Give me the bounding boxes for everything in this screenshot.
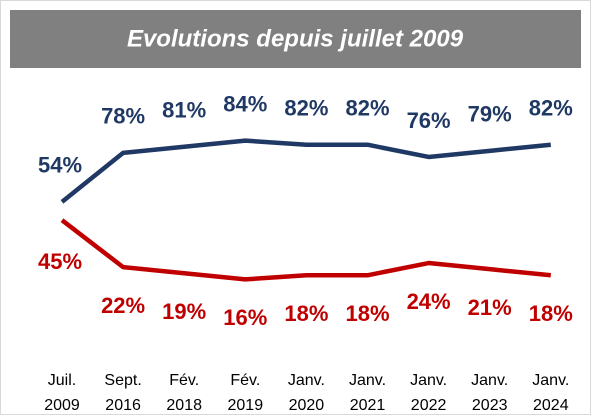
value-label: 79% (468, 102, 512, 127)
x-tick-label: 2023 (472, 397, 508, 414)
x-tick-label: Juil. (48, 372, 76, 389)
x-tick-label: 2021 (350, 397, 386, 414)
value-label: 76% (407, 108, 451, 133)
value-label: 78% (101, 104, 145, 129)
value-label: 18% (345, 301, 389, 326)
x-tick-label: 2016 (105, 397, 141, 414)
value-label: 18% (529, 301, 573, 326)
value-label: 81% (162, 98, 206, 123)
value-label: 21% (468, 295, 512, 320)
x-tick-label: 2018 (166, 397, 202, 414)
x-tick-label: Sept. (104, 372, 141, 389)
x-tick-label: 2022 (411, 397, 447, 414)
x-tick-label: Janv. (349, 372, 386, 389)
value-label: 18% (284, 301, 328, 326)
value-label: 22% (101, 293, 145, 318)
value-label: 16% (223, 305, 267, 330)
value-label: 19% (162, 299, 206, 324)
value-label: 84% (223, 91, 267, 116)
x-tick-label: Janv. (471, 372, 508, 389)
x-tick-label: 2019 (228, 397, 264, 414)
value-label: 45% (38, 249, 82, 274)
x-tick-label: 2020 (289, 397, 325, 414)
title-bar (10, 10, 581, 68)
chart-title: Evolutions depuis juillet 2009 (127, 25, 464, 52)
value-label: 54% (38, 153, 82, 178)
value-label: 82% (529, 96, 573, 121)
x-tick-label: 2009 (44, 397, 80, 414)
value-label: 82% (345, 96, 389, 121)
x-tick-label: 2024 (533, 397, 569, 414)
value-label: 24% (407, 289, 451, 314)
line-series (60, 138, 552, 204)
x-tick-label: Fév. (169, 372, 199, 389)
x-tick-label: Janv. (532, 372, 569, 389)
value-label: 82% (284, 96, 328, 121)
x-tick-label: Janv. (288, 372, 325, 389)
line-series (60, 218, 552, 282)
x-tick-label: Fév. (230, 372, 260, 389)
x-tick-label: Janv. (410, 372, 447, 389)
